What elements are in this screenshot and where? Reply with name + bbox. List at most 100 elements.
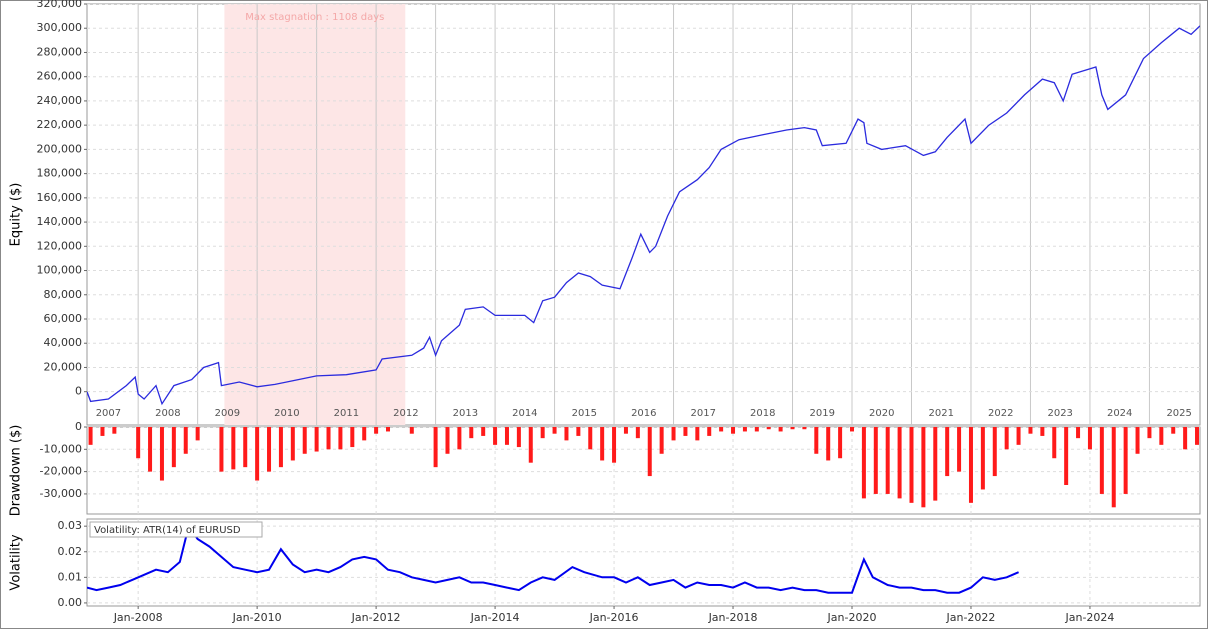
drawdown-bar — [457, 427, 462, 450]
drawdown-bar — [243, 427, 248, 468]
drawdown-bar — [195, 427, 200, 441]
drawdown-bar — [1159, 427, 1164, 445]
drawdown-bar — [290, 427, 295, 461]
drawdown-bar — [707, 427, 712, 436]
drawdown-bar — [909, 427, 914, 503]
drawdown-bar — [683, 427, 688, 436]
y-tick-label: 160,000 — [37, 191, 83, 204]
drawdown-bar — [766, 427, 771, 430]
drawdown-bar — [445, 427, 450, 454]
drawdown-bar — [719, 427, 724, 432]
series-label: Volatility: ATR(14) of EURUSD — [94, 525, 241, 536]
y-tick-label: 100,000 — [37, 264, 83, 277]
drawdown-bar — [731, 427, 736, 434]
y-tick-label: 40,000 — [44, 336, 83, 349]
year-label: 2021 — [929, 408, 954, 419]
year-label: 2020 — [869, 408, 894, 419]
y-tick-label: 260,000 — [37, 70, 83, 83]
drawdown-bar — [1195, 427, 1200, 445]
drawdown-bar — [183, 427, 188, 454]
y-tick-label: 0 — [75, 420, 82, 433]
drawdown-bar — [481, 427, 486, 436]
drawdown-bar — [885, 427, 890, 494]
drawdown-bar — [493, 427, 498, 445]
drawdown-bar — [219, 427, 224, 472]
y-tick-label: 180,000 — [37, 167, 83, 180]
plot-area — [87, 427, 1200, 514]
drawdown-bar — [159, 427, 164, 481]
y-tick-label: 280,000 — [37, 45, 83, 58]
drawdown-bar — [671, 427, 676, 441]
drawdown-bar — [826, 427, 831, 461]
drawdown-bar — [897, 427, 902, 499]
drawdown-bar — [100, 427, 105, 436]
y-tick-label: -10,000 — [40, 442, 82, 455]
y-tick-label: 0.03 — [58, 519, 83, 532]
drawdown-bar — [873, 427, 878, 494]
y-tick-label: 60,000 — [44, 312, 83, 325]
year-label: 2014 — [512, 408, 537, 419]
year-label: 2017 — [691, 408, 716, 419]
drawdown-bar — [635, 427, 640, 439]
drawdown-bar — [504, 427, 509, 445]
drawdown-bar — [469, 427, 474, 439]
y-tick-label: 20,000 — [44, 360, 83, 373]
drawdown-bar — [255, 427, 260, 481]
drawdown-bar — [778, 427, 783, 432]
x-tick-label: Jan-2024 — [1064, 611, 1114, 624]
drawdown-bar — [409, 427, 414, 434]
x-tick-label: Jan-2014 — [470, 611, 520, 624]
y-tick-label: 200,000 — [37, 142, 83, 155]
line-series — [87, 25, 1200, 406]
drawdown-bar — [742, 427, 747, 432]
drawdown-bar — [540, 427, 545, 439]
year-label: 2022 — [988, 408, 1013, 419]
y-tick-label: 140,000 — [37, 215, 83, 228]
drawdown-bar — [814, 427, 819, 454]
drawdown-bar — [136, 427, 141, 459]
year-label: 2011 — [334, 408, 359, 419]
y-tick-label: 320,000 — [37, 0, 83, 10]
drawdown-bar — [1076, 427, 1081, 439]
year-label: 2012 — [393, 408, 418, 419]
drawdown-bar — [790, 427, 795, 430]
drawdown-bar — [350, 427, 355, 448]
drawdown-bar — [552, 427, 557, 434]
year-label: 2010 — [274, 408, 299, 419]
drawdown-bar — [231, 427, 236, 470]
drawdown-bar — [802, 427, 807, 430]
drawdown-bar — [1183, 427, 1188, 450]
x-tick-label: Jan-2010 — [232, 611, 282, 624]
drawdown-bar — [1028, 427, 1033, 434]
x-tick-label: Jan-2012 — [351, 611, 401, 624]
drawdown-bar — [326, 427, 331, 450]
x-tick-label: Jan-2022 — [946, 611, 996, 624]
drawdown-bar — [148, 427, 153, 472]
year-label: 2008 — [155, 408, 180, 419]
y-tick-label: 0 — [75, 385, 82, 398]
year-label: 2019 — [810, 408, 835, 419]
y-tick-label: 220,000 — [37, 118, 83, 131]
series-label-box — [89, 521, 263, 538]
drawdown-bar — [1016, 427, 1021, 445]
drawdown-bar — [933, 427, 938, 501]
year-label: 2025 — [1166, 408, 1191, 419]
drawdown-bar — [600, 427, 605, 461]
drawdown-bar — [88, 427, 93, 445]
drawdown-bar — [861, 427, 866, 499]
y-tick-label: -20,000 — [40, 465, 82, 478]
x-tick-label: Jan-2008 — [113, 611, 163, 624]
stagnation-label: Max stagnation : 1108 days — [245, 12, 384, 23]
y-tick-label: 0.02 — [58, 545, 83, 558]
y-tick-label: 0.00 — [58, 596, 83, 609]
year-label: 2007 — [96, 408, 121, 419]
line-series — [87, 523, 1019, 594]
y-tick-label: -30,000 — [40, 487, 82, 500]
drawdown-bar — [112, 427, 117, 434]
x-tick-label: Jan-2018 — [708, 611, 758, 624]
drawdown-bar — [695, 427, 700, 441]
drawdown-bar — [302, 427, 307, 454]
y-axis-label: Volatility — [9, 534, 24, 590]
drawdown-bar — [754, 427, 759, 432]
drawdown-bar — [612, 427, 617, 463]
